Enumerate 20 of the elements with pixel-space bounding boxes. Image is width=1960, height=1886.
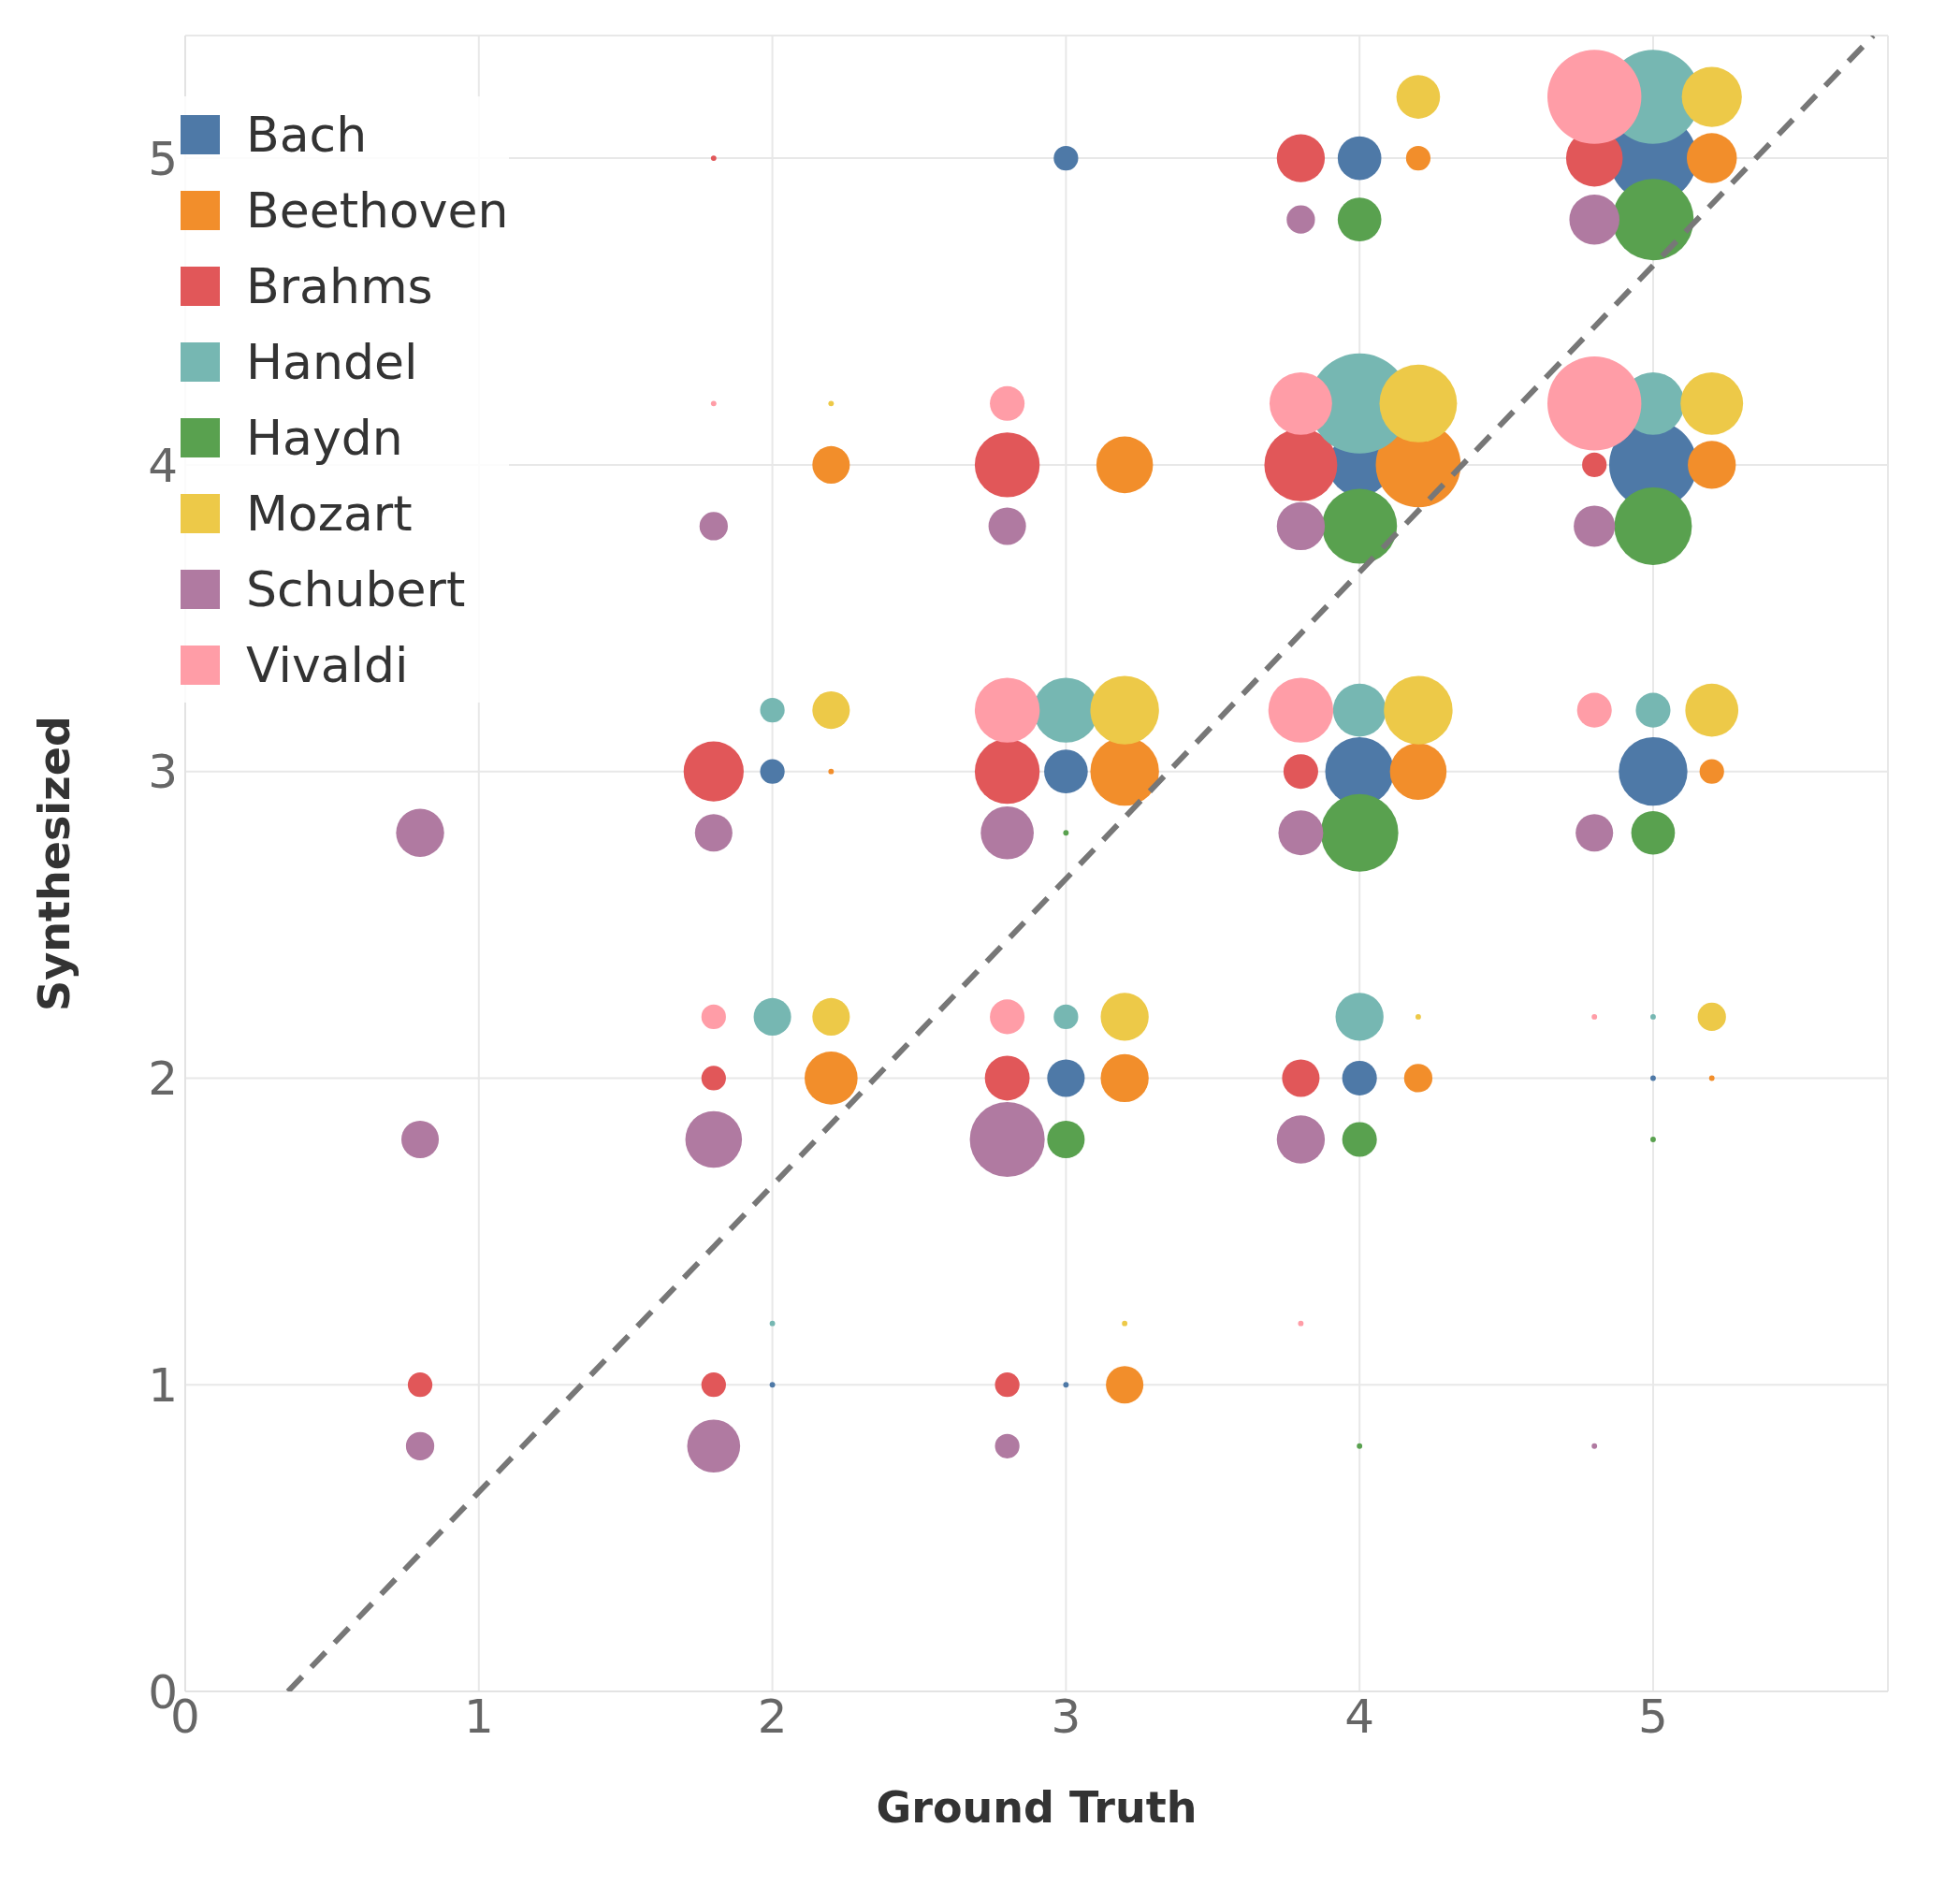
x-tick-label: 2 xyxy=(757,1689,788,1744)
legend-label: Vivaldi xyxy=(246,636,409,693)
x-tick-label: 4 xyxy=(1344,1689,1375,1744)
x-axis-title: Ground Truth xyxy=(876,1782,1198,1833)
y-tick-label: 5 xyxy=(148,131,178,186)
legend-label: Handel xyxy=(246,333,418,390)
y-tick-label: 3 xyxy=(148,745,178,800)
x-tick-label: 5 xyxy=(1638,1689,1668,1744)
legend-label: Schubert xyxy=(246,560,466,617)
legend-label: Mozart xyxy=(246,485,413,542)
y-tick-label: 4 xyxy=(148,438,178,493)
legend-label: Bach xyxy=(246,106,368,163)
x-tick-label: 3 xyxy=(1051,1689,1082,1744)
y-tick-label: 1 xyxy=(148,1357,178,1413)
legend-label: Beethoven xyxy=(246,181,509,239)
y-axis-title: Synthesized xyxy=(29,716,80,1011)
legend-label: Haydn xyxy=(246,409,403,466)
x-tick-label: 1 xyxy=(463,1689,494,1744)
legend-label: Brahms xyxy=(246,257,433,314)
y-tick-label: 2 xyxy=(148,1052,178,1107)
